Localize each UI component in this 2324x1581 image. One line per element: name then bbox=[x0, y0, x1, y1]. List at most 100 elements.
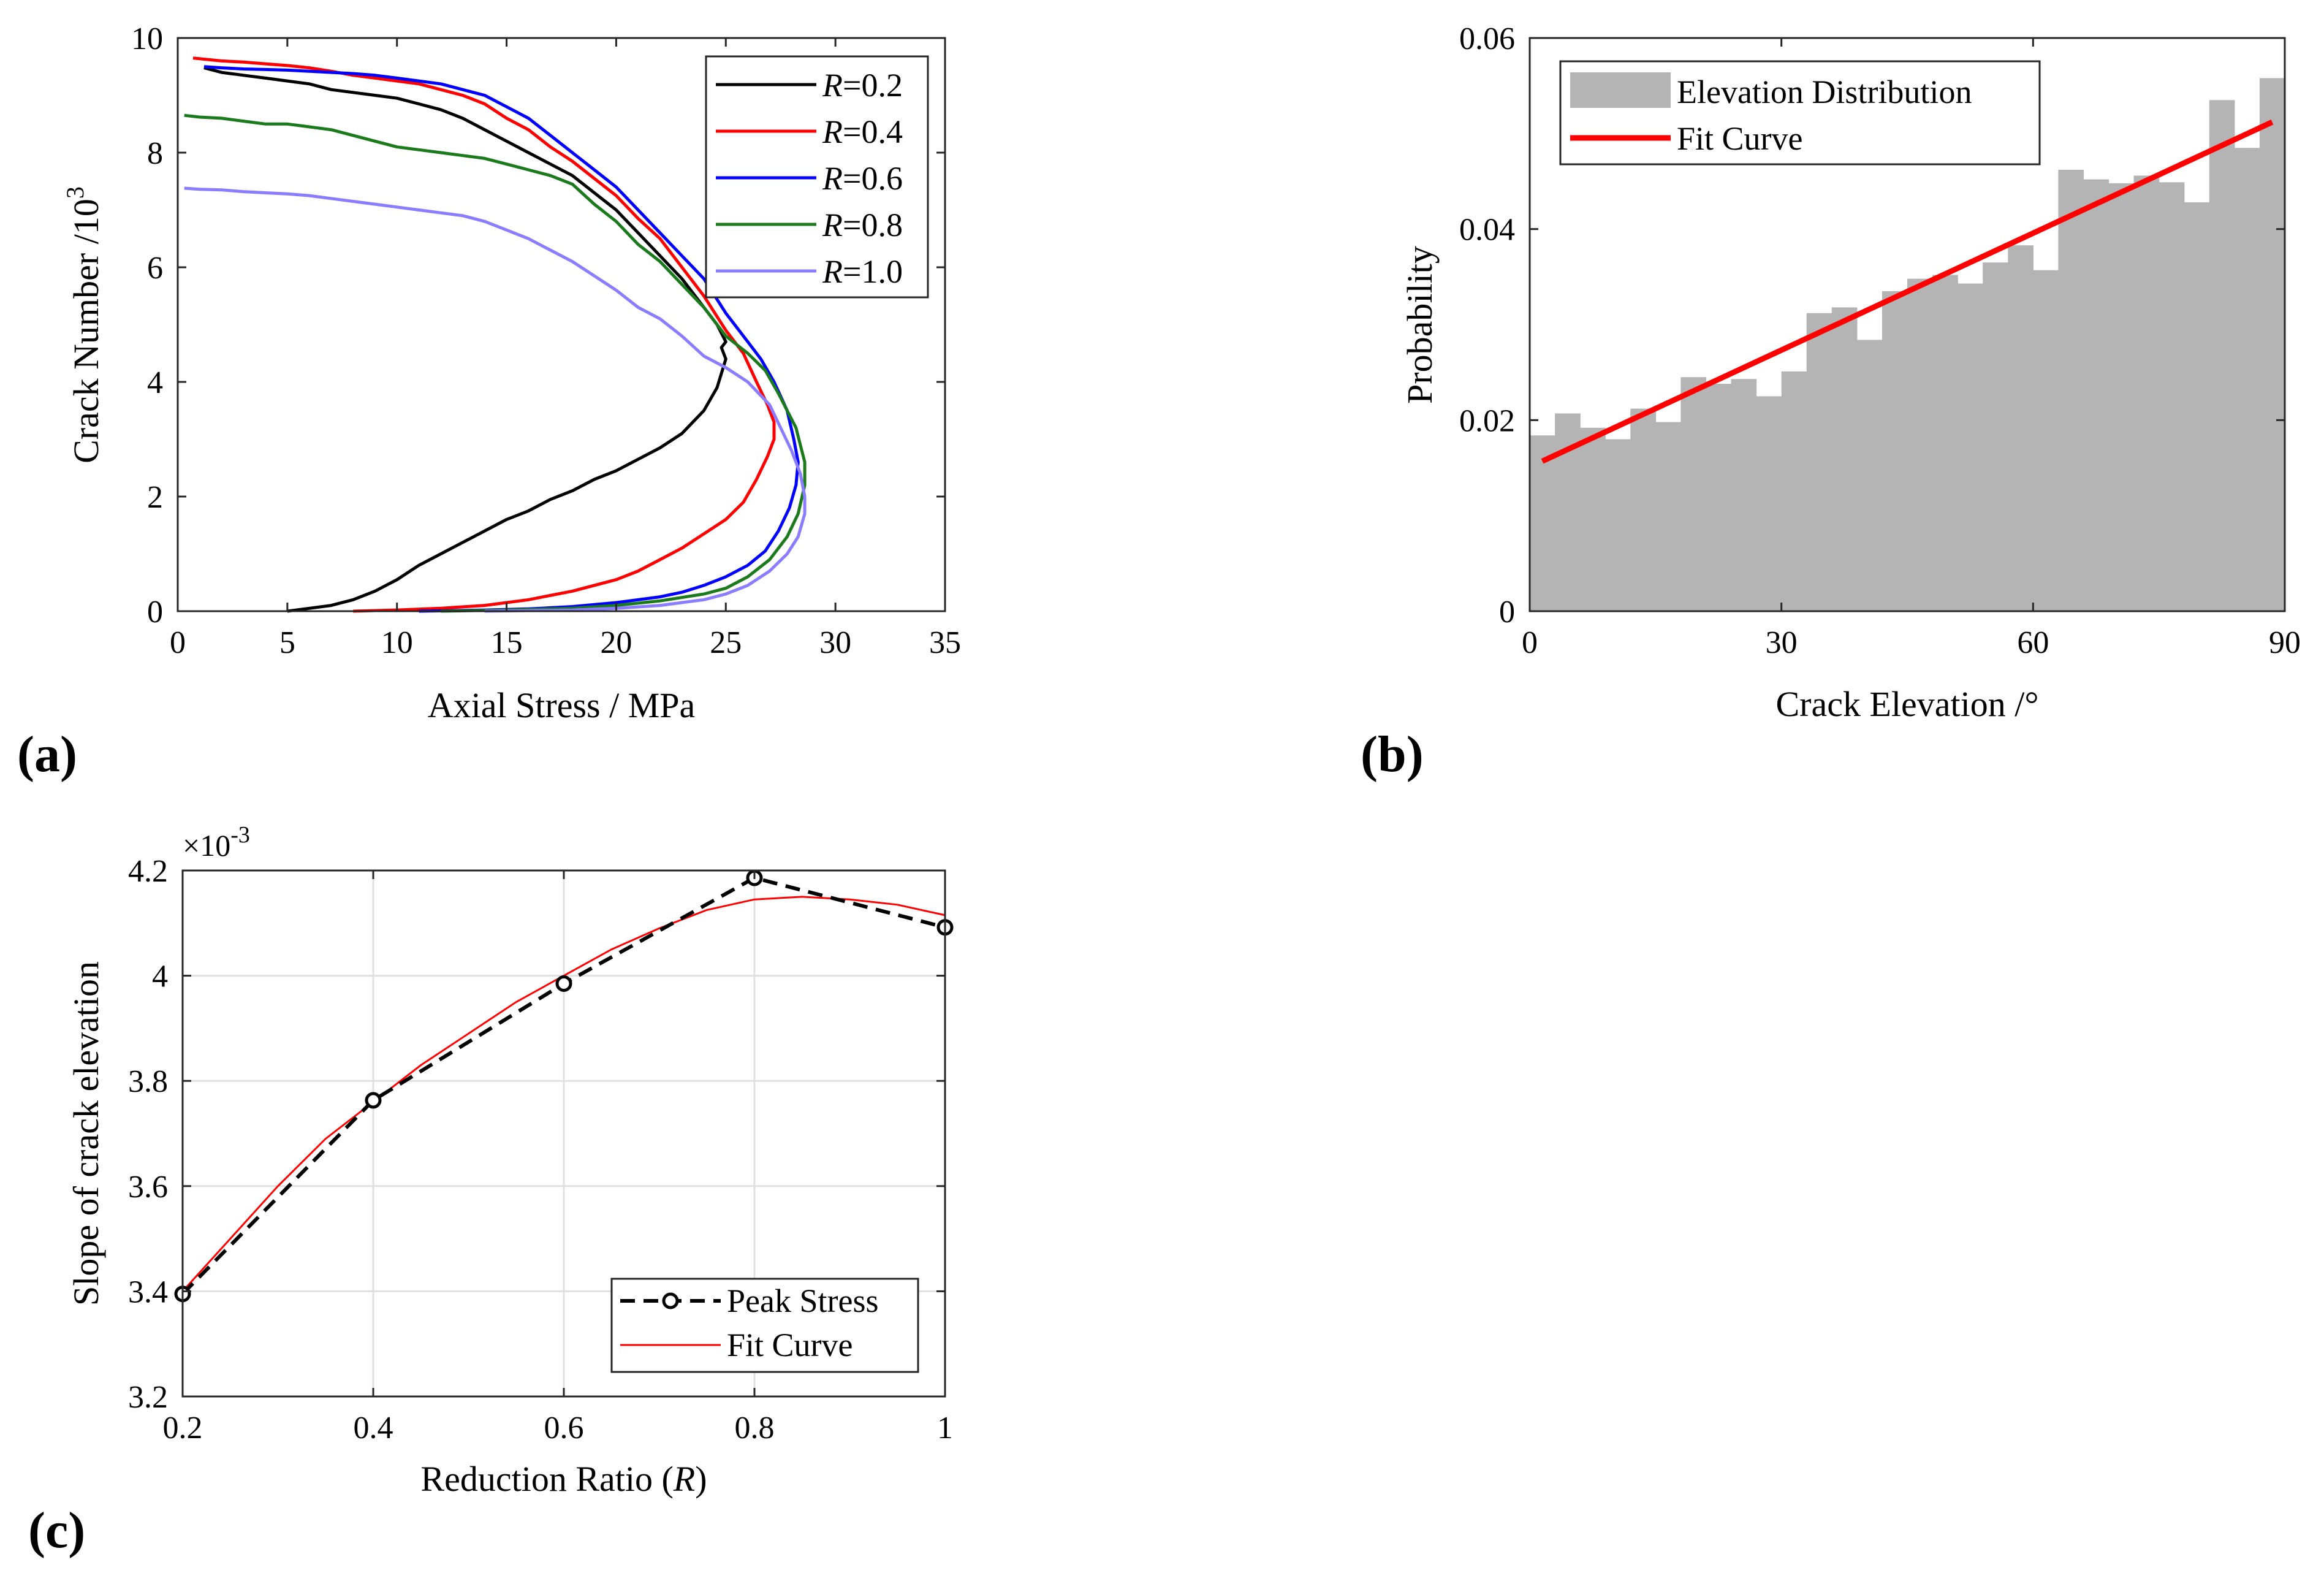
b-hist-bar bbox=[1706, 384, 1732, 611]
b-hist-bar bbox=[2234, 148, 2260, 611]
b-hist-bar bbox=[2033, 270, 2059, 611]
b-hist-bar bbox=[1831, 307, 1858, 611]
a-ytick-label: 8 bbox=[147, 136, 163, 171]
b-hist-bar bbox=[1907, 278, 1933, 611]
panel-c-label: (c) bbox=[28, 1502, 85, 1559]
panel-c-legend-fit-label: Fit Curve bbox=[727, 1327, 853, 1363]
a-series-line-3 bbox=[184, 113, 807, 613]
panel-a-ticks: 0 5 10 15 20 25 30 35 0 2 4 6 8 10 bbox=[131, 21, 961, 660]
panel-a: 0 5 10 15 20 25 30 35 0 2 4 6 8 10 Axial Stress / MPa… bbox=[17, 21, 961, 783]
panel-c: 0.2 0.4 0.6 0.8 1 3.2 3.4 3.6 3.8 4 4.2 ×10-3 Redu… bbox=[28, 822, 954, 1559]
a-ytick-label: 0 bbox=[147, 595, 163, 630]
c-ytick-label: 3.6 bbox=[128, 1170, 168, 1205]
c-xtick-label: 0.4 bbox=[354, 1411, 393, 1446]
b-hist-bar bbox=[2058, 170, 2084, 611]
panel-b-legend-hist-label: Elevation Distribution bbox=[1677, 74, 1972, 110]
a-xtick-label: 30 bbox=[819, 625, 851, 660]
c-xtick-label: 0.6 bbox=[544, 1411, 584, 1446]
a-xtick-label: 15 bbox=[491, 625, 523, 660]
b-hist-bar bbox=[1605, 439, 1631, 611]
b-hist-bar bbox=[1781, 371, 1807, 611]
panel-b-axes-box bbox=[1528, 37, 2286, 612]
b-hist-bar bbox=[1983, 262, 2008, 611]
a-legend-label-2: R=0.6 bbox=[822, 160, 903, 197]
b-xtick-label: 90 bbox=[2269, 625, 2301, 660]
a-xtick-label: 5 bbox=[279, 625, 295, 660]
panel-b-legend-swatch-hist bbox=[1570, 72, 1671, 108]
b-hist-bar bbox=[2008, 245, 2034, 611]
panel-c-exponent: ×10-3 bbox=[183, 822, 250, 863]
b-ytick-label: 0 bbox=[1499, 595, 1515, 630]
a-xtick-label: 10 bbox=[381, 625, 413, 660]
b-hist-bar bbox=[1856, 340, 1883, 611]
panel-c-xlabel: Reduction Ratio (R) bbox=[420, 1459, 707, 1499]
b-hist-bar bbox=[1630, 408, 1656, 611]
panel-b-ticks: 0 30 60 90 0 0.02 0.04 0.06 bbox=[1459, 21, 2301, 660]
b-hist-bar bbox=[1806, 313, 1832, 611]
a-xtick-label: 35 bbox=[929, 625, 961, 660]
panel-b-xlabel: Crack Elevation /° bbox=[1775, 684, 2038, 724]
b-hist-bar bbox=[2259, 78, 2285, 611]
a-series-line-1 bbox=[192, 56, 776, 613]
panel-c-legend-peak-label: Peak Stress bbox=[727, 1282, 878, 1319]
a-legend-label-3: R=0.8 bbox=[822, 207, 903, 243]
a-xtick-label: 20 bbox=[600, 625, 632, 660]
b-hist-bar bbox=[2108, 183, 2135, 611]
panel-c-legend-box bbox=[610, 1278, 919, 1373]
b-hist-bar bbox=[1580, 427, 1606, 611]
a-legend-label-4: R=1.0 bbox=[822, 253, 903, 290]
panel-a-ylabel: Crack Number /103 bbox=[61, 186, 106, 463]
c-xtick-label: 1 bbox=[937, 1411, 953, 1446]
b-xtick-label: 30 bbox=[1766, 625, 1798, 660]
panel-b-fit bbox=[1541, 120, 2274, 464]
a-xtick-label: 25 bbox=[710, 625, 742, 660]
a-ytick-label: 4 bbox=[147, 365, 163, 400]
b-hist-bar bbox=[2159, 182, 2185, 611]
b-hist-bar bbox=[1530, 435, 1555, 611]
panel-a-xlabel: Axial Stress / MPa bbox=[428, 685, 696, 725]
panel-a-legend: R=0.2 R=0.4 R=0.6 R=0.8 R=1.0 bbox=[705, 55, 929, 299]
b-hist-bar bbox=[2083, 179, 2109, 612]
b-hist-bar bbox=[2133, 175, 2160, 611]
a-ytick-label: 2 bbox=[147, 480, 163, 515]
panel-c-legend-marker-peak bbox=[662, 1292, 679, 1309]
b-hist-bar bbox=[1680, 377, 1707, 611]
panel-b-ylabel: Probability bbox=[1400, 246, 1440, 404]
b-ytick-label: 0.06 bbox=[1459, 21, 1515, 56]
panel-b-label: (b) bbox=[1361, 726, 1424, 783]
b-xtick-label: 0 bbox=[1522, 625, 1538, 660]
b-hist-bar bbox=[1731, 379, 1757, 611]
c-ytick-label: 4.2 bbox=[128, 854, 168, 889]
b-hist-bar bbox=[1655, 422, 1681, 611]
panel-b-bars bbox=[1530, 78, 2285, 612]
a-legend-label-0: R=0.2 bbox=[822, 67, 903, 104]
c-ytick-label: 3.2 bbox=[128, 1380, 168, 1415]
b-ytick-label: 0.02 bbox=[1459, 403, 1515, 438]
c-ytick-label: 3.8 bbox=[128, 1064, 168, 1099]
c-xtick-label: 0.2 bbox=[163, 1411, 203, 1446]
b-hist-bar bbox=[1756, 396, 1782, 611]
panel-a-series bbox=[184, 56, 807, 613]
a-xtick-label: 0 bbox=[170, 625, 186, 660]
a-series-line-4 bbox=[184, 186, 807, 613]
panel-b-legend-fit-label: Fit Curve bbox=[1677, 120, 1803, 157]
a-ytick-label: 10 bbox=[131, 21, 163, 56]
b-xtick-label: 60 bbox=[2017, 625, 2049, 660]
c-ytick-label: 3.4 bbox=[128, 1274, 168, 1309]
panel-c-ylabel: Slope of crack elevation bbox=[66, 961, 106, 1306]
b-hist-bar bbox=[2184, 202, 2210, 611]
a-series-line-2 bbox=[203, 65, 800, 613]
a-ytick-label: 6 bbox=[147, 251, 163, 286]
c-ytick-label: 4 bbox=[152, 959, 168, 994]
b-fit-line bbox=[1541, 120, 2274, 464]
panel-a-axes-box bbox=[177, 37, 946, 612]
c-peak-point bbox=[555, 975, 572, 992]
b-ytick-label: 0.04 bbox=[1459, 213, 1515, 248]
c-peak-point bbox=[365, 1092, 382, 1109]
b-hist-bar bbox=[2209, 100, 2235, 612]
c-xtick-label: 0.8 bbox=[735, 1411, 775, 1446]
b-hist-bar bbox=[1958, 283, 1983, 611]
panel-c-ticks: 0.2 0.4 0.6 0.8 1 3.2 3.4 3.6 3.8 4 4.2 bbox=[128, 854, 953, 1446]
